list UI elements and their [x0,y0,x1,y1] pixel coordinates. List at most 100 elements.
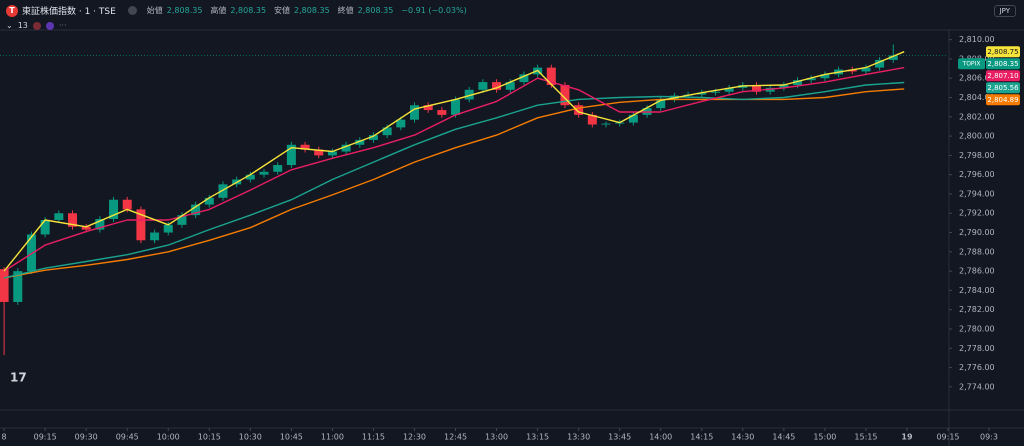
x-tick-label: 12:30 [403,433,426,442]
price-box-label: 2,808.35 [987,60,1018,68]
candle-body [40,220,50,235]
candle-body [218,184,228,198]
price-box: 2,807.10 [986,70,1020,82]
candle-body [710,91,720,93]
candle-body [478,82,488,90]
candle-body [150,232,160,241]
x-tick-label: 09:15 [936,433,959,442]
candle-body [464,89,474,100]
candle-body [423,105,433,111]
close-label: 終値 [337,6,354,15]
y-tick-label: 2,792.00 [959,209,995,218]
candle-body [0,269,9,302]
indicator-count[interactable]: 13 [17,21,28,30]
candle-body [368,135,378,140]
open-value: 2,808.35 [166,6,203,15]
x-tick-label: 14:00 [649,433,672,442]
candle-body [574,105,584,115]
candle-body [861,67,871,72]
y-tick-label: 2,790.00 [959,228,995,237]
y-tick-label: 2,788.00 [959,247,995,256]
x-tick-label: 12:45 [444,433,467,442]
price-box-label: 2,807.10 [987,72,1018,80]
symbol-box-label: TOPIX [962,61,981,68]
close-value: 2,808.35 [357,6,394,15]
candle-body [273,165,283,172]
price-box-label: 2,805.56 [987,84,1019,92]
x-tick-label: 13:15 [526,433,549,442]
price-box: 2,804.89 [986,94,1020,106]
candle-body [13,271,23,302]
x-tick-label: 13:00 [485,433,508,442]
candle-body [888,55,898,60]
change: −0.91 (−0.03%) [401,6,467,15]
candle-body [26,234,36,272]
candle-body [806,78,816,81]
hide-icon[interactable] [127,6,137,15]
x-tick-label: 09:30 [75,433,98,442]
x-tick-label: 10:15 [198,433,221,442]
candle-body [820,74,830,79]
high-value: 2,808.35 [230,6,267,15]
x-tick-label: 13:45 [608,433,631,442]
currency[interactable]: JPY [993,5,1016,17]
candle-body [341,144,351,152]
price-box: 2,808.35 TOPIX [958,58,1020,70]
candle-body [300,144,310,150]
low-value: 2,808.35 [294,6,330,15]
y-tick-label: 2,800.00 [959,132,995,141]
y-tick-label: 2,780.00 [959,324,995,333]
candle-body [409,105,419,120]
high-label: 高値 [210,6,227,15]
y-tick-label: 2,810.00 [959,35,995,44]
candle-body [54,213,64,220]
candle-body [81,226,91,230]
candle-body [109,199,119,220]
x-tick-label: 14:15 [690,433,713,442]
y-tick-label: 2,802.00 [959,112,995,121]
x-tick-label: 11:00 [321,433,344,442]
moving-average-line [3,88,905,279]
x-tick-label: 19 [901,433,913,442]
low-label: 安値 [274,6,291,15]
candle-body [286,144,296,166]
x-tick-label: 15:00 [813,433,836,442]
indicator-icon[interactable] [45,21,54,30]
candle-body [437,110,447,115]
tv-logo: 17 [10,371,27,385]
x-tick-label: 14:45 [772,433,795,442]
candle-body [355,139,365,145]
price-box-bg [986,70,1020,82]
candle-body [177,215,187,225]
indicator-icon[interactable] [32,21,41,30]
candle-body [382,127,392,136]
candle-body [68,213,78,227]
y-tick-label: 2,796.00 [959,170,995,179]
candle-body [793,80,803,85]
y-tick-label: 2,784.00 [959,286,995,295]
price-box: 2,805.56 [986,82,1020,94]
header: T 東証株価指数 · 1 · TSE 始値 2,808.35 高値 2,808.… [6,4,471,17]
more[interactable]: ··· [58,21,67,30]
symbol[interactable]: 東証株価指数 · 1 · TSE [22,7,116,17]
logo: T [6,4,18,17]
candle-body [95,219,105,230]
candle-body [546,67,556,85]
candle-body [314,149,324,156]
price-box-label: 2,804.89 [987,96,1018,104]
candle-body [204,197,214,205]
y-tick-label: 2,806.00 [959,74,995,83]
x-tick-label: 10:30 [239,433,262,442]
price-box: 2,808.75 [986,46,1020,58]
x-tick-label: 09:15 [34,433,57,442]
candle-body [191,204,201,216]
candle-body [163,224,173,233]
price-box-bg [986,82,1020,94]
candle-body [245,174,255,180]
x-tick-label: 8 [2,433,7,442]
candle-body [697,92,707,95]
indicator-toggle[interactable]: ⌄ [6,21,13,30]
open-label: 始値 [146,6,163,15]
y-tick-label: 2,794.00 [959,189,995,198]
